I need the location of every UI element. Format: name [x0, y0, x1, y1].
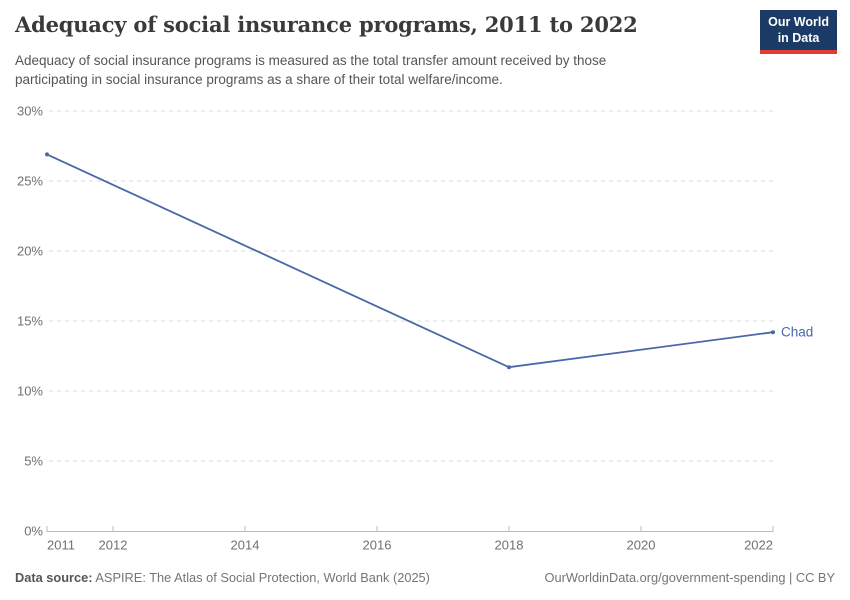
- attribution-link[interactable]: OurWorldinData.org/government-spending |…: [544, 570, 835, 585]
- x-axis-tick-label: 2011: [47, 538, 75, 553]
- owid-logo-line2: in Data: [777, 30, 820, 45]
- y-axis-tick-label: 5%: [24, 454, 43, 469]
- data-source-note: Data source: ASPIRE: The Atlas of Social…: [15, 570, 430, 585]
- y-axis-tick-label: 20%: [17, 244, 43, 259]
- x-axis-tick-label: 2018: [495, 538, 524, 553]
- x-axis-tick-label: 2022: [744, 538, 773, 553]
- series-end-label[interactable]: Chad: [781, 325, 813, 340]
- y-axis-tick-label: 30%: [17, 104, 43, 119]
- x-axis-tick-label: 2014: [231, 538, 260, 553]
- data-point[interactable]: [507, 365, 511, 370]
- owid-logo[interactable]: Our World in Data: [760, 10, 837, 55]
- x-axis-tick-label: 2020: [627, 538, 656, 553]
- owid-logo-line1: Our World: [768, 15, 829, 29]
- data-point[interactable]: [771, 330, 775, 335]
- y-axis-tick-label: 15%: [17, 314, 43, 329]
- x-axis-tick-label: 2012: [99, 538, 128, 553]
- data-source-text: ASPIRE: The Atlas of Social Protection, …: [95, 570, 430, 585]
- chart-subtitle: Adequacy of social insurance programs is…: [15, 53, 607, 88]
- data-point[interactable]: [45, 152, 49, 157]
- y-axis-tick-label: 0%: [24, 524, 43, 539]
- series-line-chad[interactable]: [46, 153, 774, 369]
- chart-title: Adequacy of social insurance programs, 2…: [15, 12, 638, 37]
- y-axis-tick-label: 25%: [17, 174, 43, 189]
- data-source-label: Data source:: [15, 570, 93, 585]
- y-axis-tick-label: 10%: [17, 384, 43, 399]
- x-axis-tick-label: 2016: [363, 538, 392, 553]
